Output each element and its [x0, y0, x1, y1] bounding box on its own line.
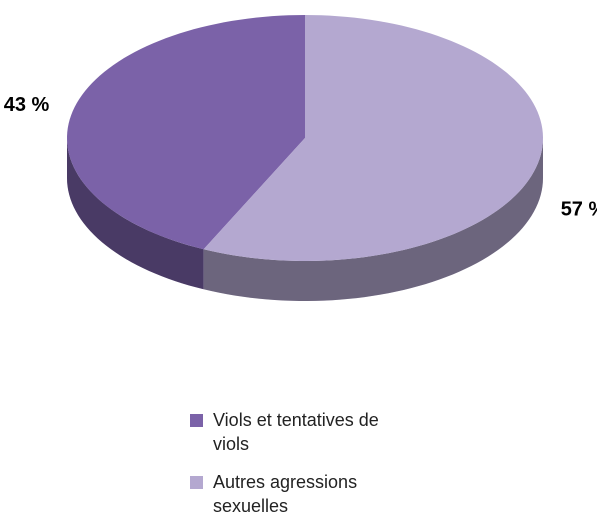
legend: Viols et tentatives de viols Autres agres… [190, 408, 390, 532]
side-shade [203, 138, 543, 301]
slice-side [67, 138, 204, 290]
legend-swatch [190, 476, 203, 489]
legend-swatch [190, 414, 203, 427]
value-label: 43 % [4, 94, 50, 116]
slice [67, 15, 306, 250]
legend-label: Viols et tentatives de viols [213, 410, 379, 454]
chart: 43 % 57 % [4, 15, 597, 301]
side-shade [67, 138, 204, 290]
slice [203, 15, 543, 261]
slice-side [203, 138, 543, 301]
legend-item: Viols et tentatives de viols [190, 408, 390, 456]
value-label: 57 % [561, 198, 597, 220]
legend-item: Autres agressions sexuelles [190, 470, 390, 518]
page: 43 % 57 % Viols et tentatives de viols Aut… [3, 15, 597, 516]
legend-label: Autres agressions sexuelles [213, 472, 358, 516]
